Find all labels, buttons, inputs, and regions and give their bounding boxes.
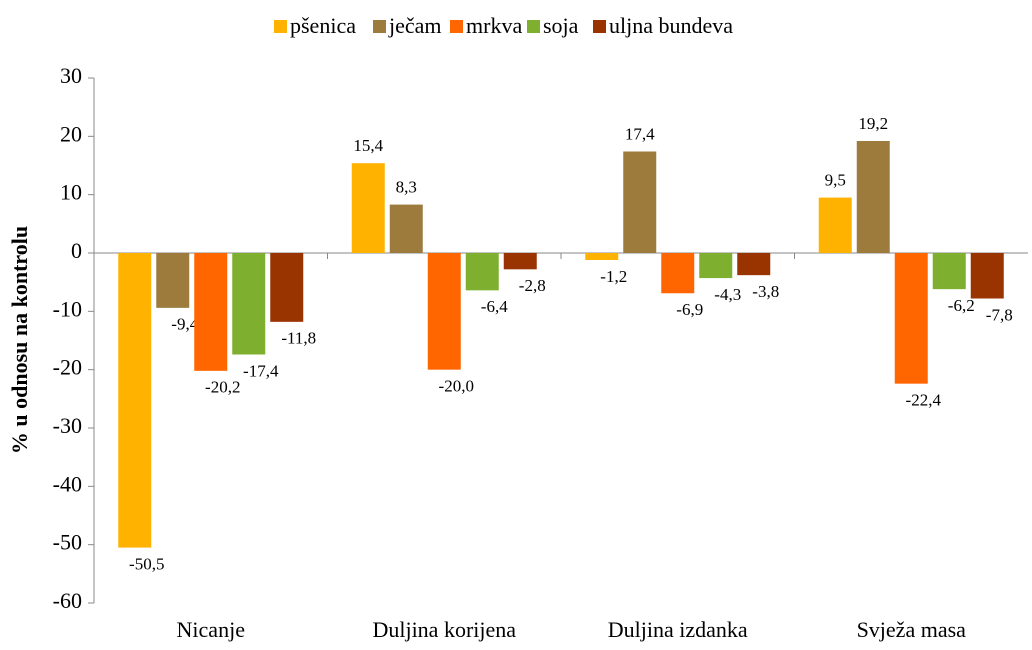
legend-label: ječam [388,13,442,38]
bar [465,253,499,291]
bar [427,253,461,370]
y-tick-label: -20 [53,355,82,380]
y-tick-label: 30 [60,63,82,88]
y-tick-label: -40 [53,471,82,496]
value-label: -6,4 [481,297,508,316]
x-tick-label: Duljina korijena [372,617,516,642]
value-label: -17,4 [243,361,279,380]
bar [970,253,1004,299]
y-axis-label: % u odnosu na kontrolu [7,226,32,454]
value-label: 9,5 [825,170,846,189]
y-tick-label: 0 [71,238,82,263]
x-tick-label: Duljina izdanka [608,617,748,642]
x-tick-label: Nicanje [177,617,245,642]
legend-label: pšenica [290,13,356,38]
y-tick-label: -60 [53,588,82,613]
value-label: -6,2 [948,296,975,315]
legend-swatch [373,20,386,33]
value-label: -4,3 [714,285,741,304]
legend-label: uljna bundeva [609,13,733,38]
value-label: 8,3 [396,177,417,196]
value-label: -2,8 [519,276,546,295]
value-label: -9,4 [171,315,198,334]
legend-swatch [593,20,606,33]
bar [818,197,852,253]
value-label: -22,4 [906,391,942,410]
value-label: 15,4 [353,136,383,155]
bar [232,253,266,355]
bar [270,253,304,322]
legend-swatch [527,20,540,33]
bar [156,253,190,308]
y-tick-label: 10 [60,180,82,205]
value-label: 17,4 [625,124,655,143]
bar [623,151,657,253]
value-label: 19,2 [858,114,888,133]
legend-swatch [450,20,463,33]
bar [503,253,537,270]
value-label: -20,2 [205,378,240,397]
y-tick-label: -30 [53,413,82,438]
y-tick-label: 20 [60,121,82,146]
bar [699,253,733,279]
bar [351,163,385,253]
bar [856,141,890,253]
y-tick-label: -50 [53,530,82,555]
bar [585,253,619,260]
legend-swatch [274,20,287,33]
value-label: -3,8 [752,282,779,301]
value-label: -6,9 [676,300,703,319]
value-label: -20,0 [439,377,474,396]
bar [661,253,695,294]
legend-label: mrkva [466,13,522,38]
bar [194,253,228,371]
bar [932,253,966,290]
bar [118,253,152,548]
value-label: -1,2 [600,267,627,286]
bar [894,253,928,384]
x-tick-label: Svježa masa [857,617,967,642]
value-label: -7,8 [986,305,1013,324]
bar [737,253,771,276]
y-tick-label: -10 [53,296,82,321]
bar [389,204,423,253]
value-label: -11,8 [281,329,316,348]
legend-label: soja [543,13,579,38]
value-label: -50,5 [129,554,164,573]
